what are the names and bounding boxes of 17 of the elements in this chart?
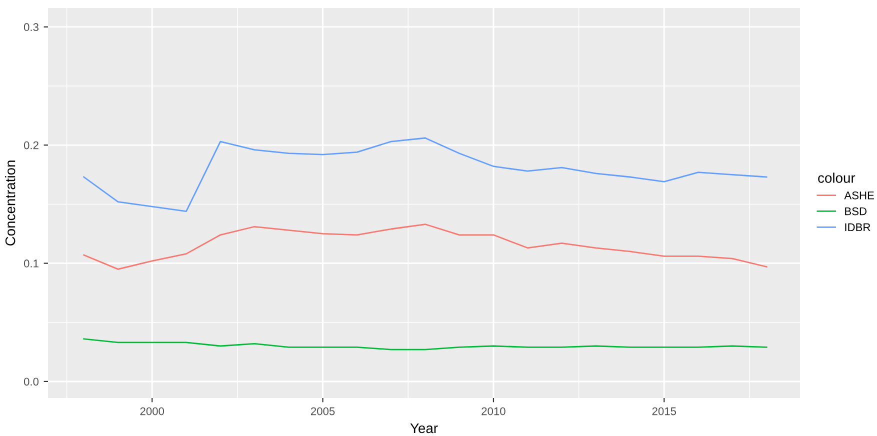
line-series [83,137,768,212]
y-tick-label: 0.3 [24,23,38,32]
legend-label: BSD [845,207,866,216]
line-series [83,224,768,270]
legend-title: colour [818,172,856,183]
x-tick-label: 2010 [482,407,506,416]
y-tick-label: 0.2 [24,141,38,150]
y-tick-label: 0.0 [24,378,39,386]
line-series [83,338,768,350]
y-axis-title: Concentration [5,160,16,246]
x-tick-label: 2005 [310,407,335,416]
y-tick-label: 0.1 [24,260,38,268]
x-tick-label: 2000 [140,407,164,416]
legend-label: IDBR [845,223,870,232]
x-axis-title: Year [410,423,438,434]
x-tick-label: 2015 [652,407,676,416]
legend-label: ASHE [844,191,874,200]
